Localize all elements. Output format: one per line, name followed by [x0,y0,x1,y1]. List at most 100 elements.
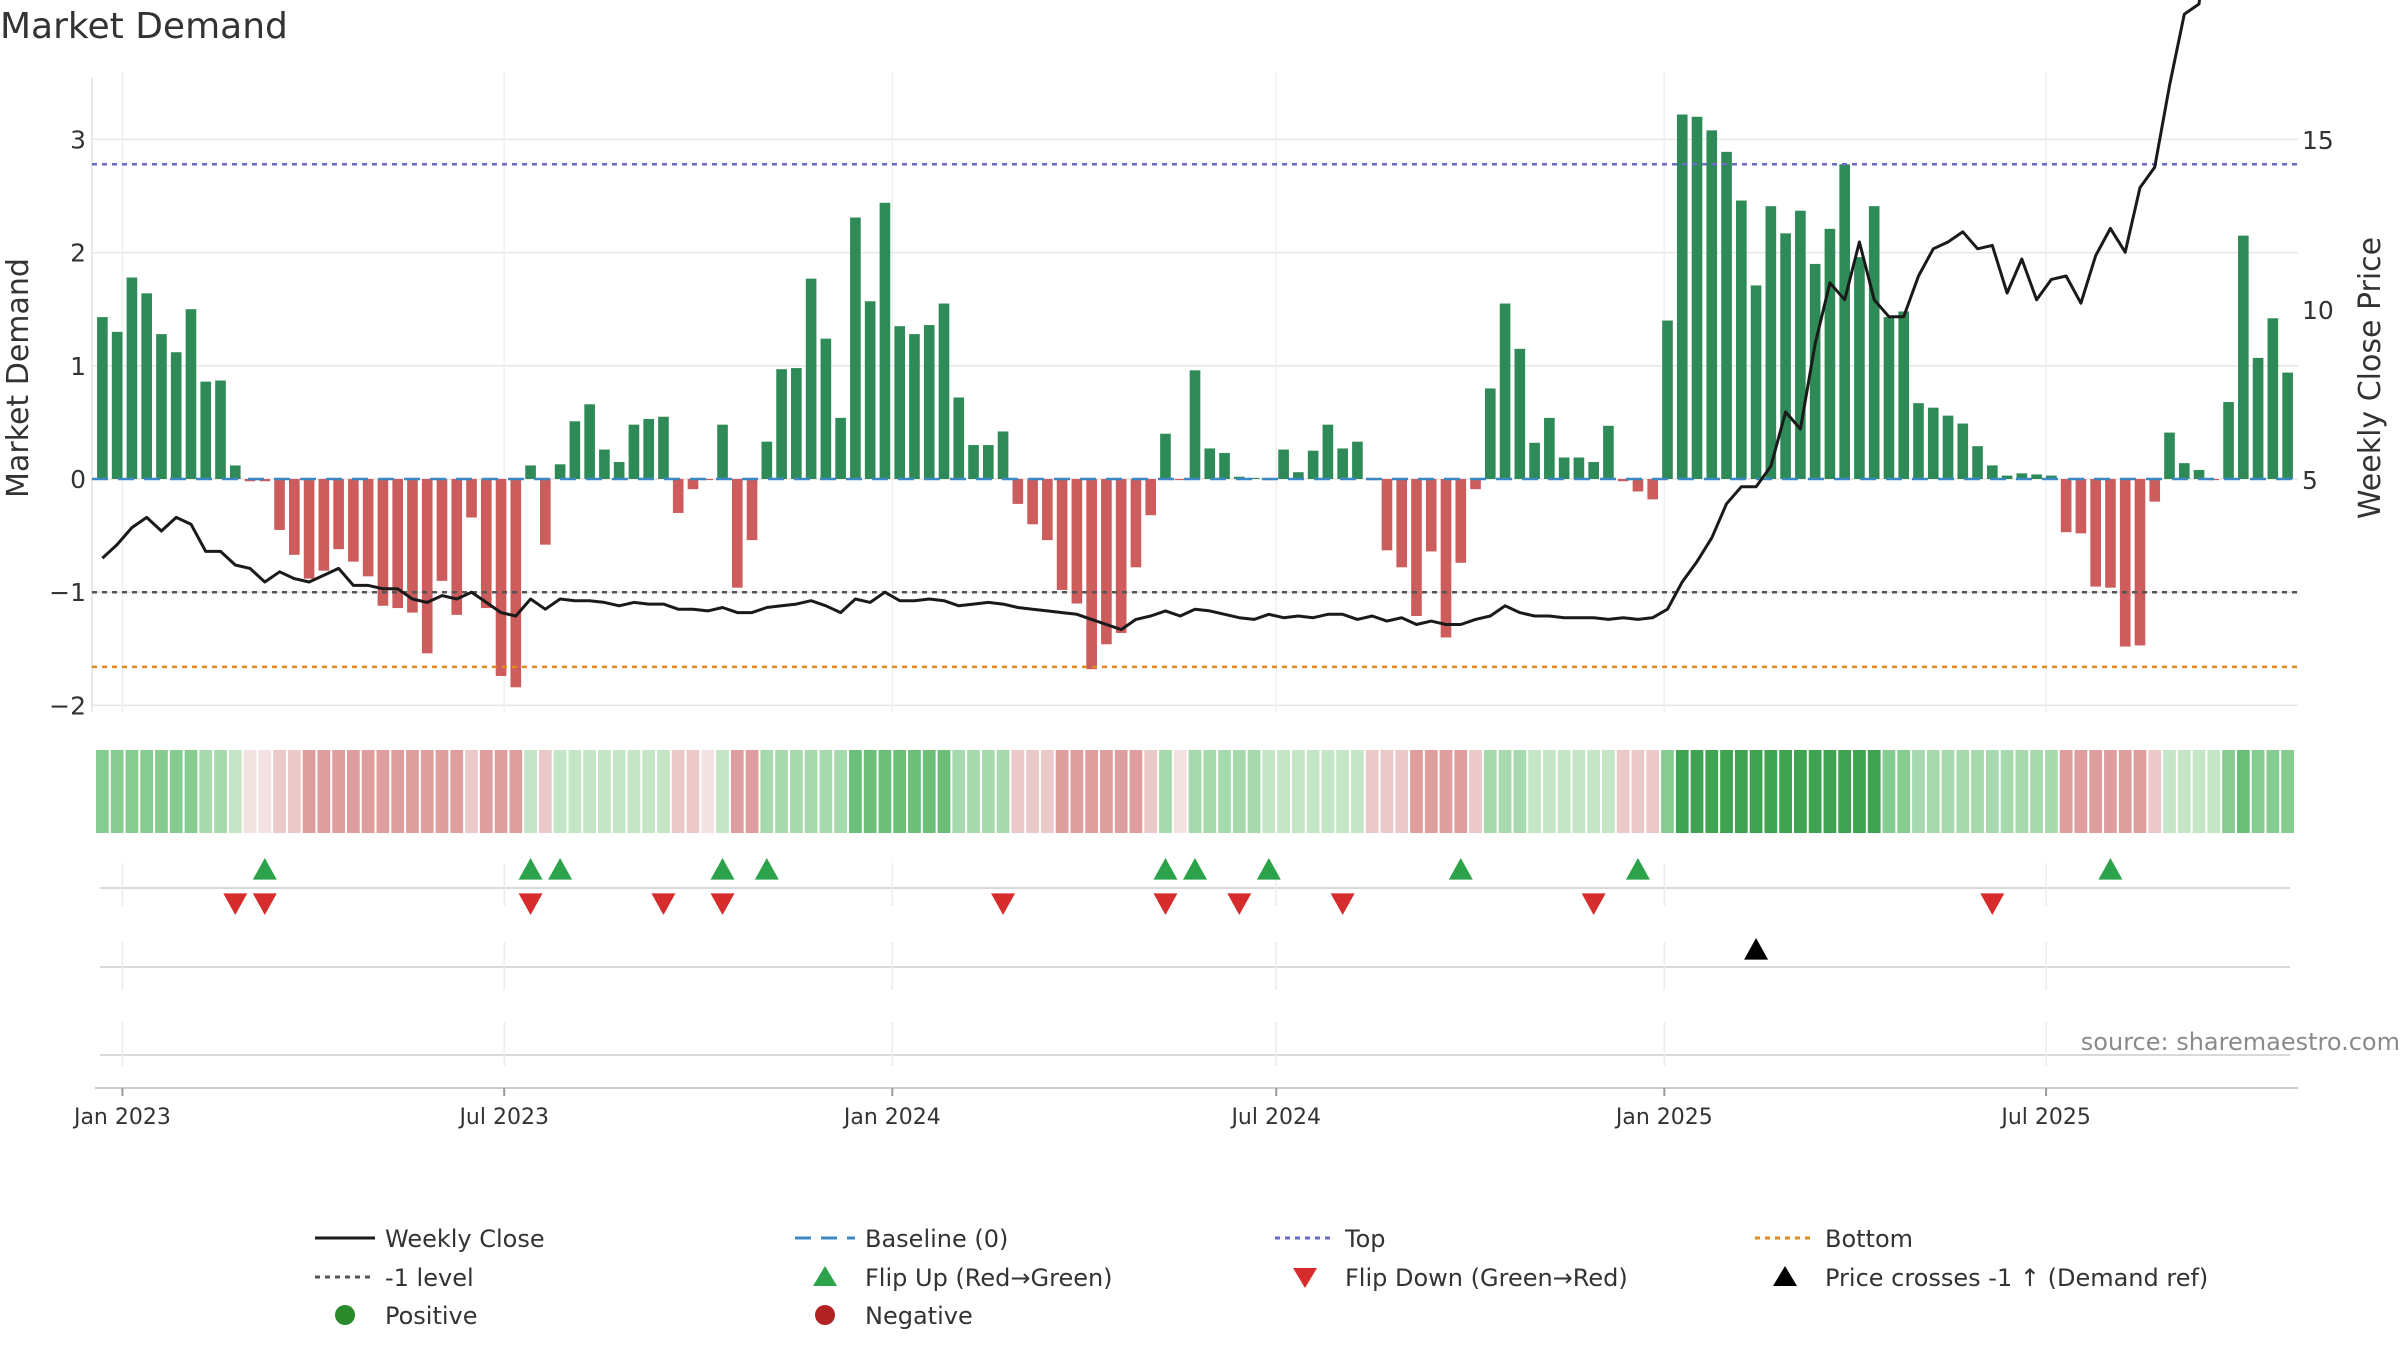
heatstrip-cell [1188,750,1202,833]
legend-swatch [1773,1266,1797,1286]
heatstrip-cell [2118,750,2132,833]
demand-bar [805,278,817,479]
heatstrip-cell [1144,750,1158,833]
heatstrip-cell [1011,750,1025,833]
demand-bar [1573,457,1585,479]
heatstrip-cell [420,750,434,833]
demand-bar [480,479,492,609]
demand-bar [2134,479,2146,646]
demand-bar [554,464,566,479]
demand-bar [1558,457,1570,479]
heatstrip-cell [1114,750,1128,833]
demand-bar [333,479,344,550]
demand-bar [2267,318,2279,479]
heatstrip-cell [1410,750,1423,833]
y2-tick-label: 15 [2302,126,2334,155]
demand-heatstrip [96,750,2294,833]
demand-bar [466,479,477,518]
demand-bar [1425,479,1437,552]
heatstrip-cell [1941,750,1955,833]
date-tick-label: Jul 2024 [1229,1105,1321,1130]
heatstrip-cell [465,750,478,833]
demand-bar [953,397,965,479]
heatstrip-cell [1129,750,1143,833]
heatstrip-cell [302,750,316,833]
legend-item-price-crosses: Price crosses -1 ↑ (Demand ref) [1773,1264,2208,1292]
heatstrip-cell [332,750,346,833]
demand-bar [864,301,876,479]
heatstrip-cell [1469,750,1482,833]
heatstrip-cell [893,750,907,833]
price-cross-marker [1744,938,1769,960]
legend-item-flip-up: Flip Up (Red→Green) [813,1264,1113,1292]
demand-bar [1174,479,1186,481]
heatstrip-cell [716,750,729,833]
heatstrip-cell [1602,750,1615,833]
heatstrip-cell [1439,750,1453,833]
y-tick-label: 1 [70,352,86,381]
heatstrip-cell [214,750,227,833]
heatstrip-cell [1218,750,1231,833]
demand-bar [1854,257,1865,479]
demand-bar [2060,479,2072,533]
flip-up-marker [1256,858,1281,880]
heatstrip-cell [1867,750,1881,833]
date-tick-label: Jul 2025 [1999,1105,2091,1130]
demand-bar [1780,233,1791,479]
heatstrip-cell [1070,750,1084,833]
demand-bar [776,369,787,479]
heatstrip-cell [1040,750,1054,833]
heatstrip-cell [1498,750,1512,833]
demand-bar [628,424,640,479]
heatstrip-cell [361,750,375,833]
heatstrip-cell [125,750,139,833]
flip-down-marker [223,893,248,915]
heatstrip-cell [1882,750,1896,833]
heatstrip-cell [1262,750,1276,833]
heatstrip-cell [1587,750,1601,833]
legend-swatch [813,1266,837,1286]
demand-bar [1735,200,1747,479]
demand-bar [2282,372,2293,479]
heatstrip-cell [642,750,656,833]
heatstrip-cell [1026,750,1039,833]
heatstrip-cell [2133,750,2147,833]
demand-bar [170,352,182,479]
demand-bar [1691,116,1703,479]
y2-axis-label: Weekly Close Price [2353,237,2388,519]
y-tick-label: 0 [70,465,86,494]
demand-bar [613,462,625,479]
date-axis: Jan 2023 Jul 2023 Jan 2024 Jul 2024 Jan 2025… [72,1087,2298,1130]
demand-bar [761,441,773,479]
date-tick-label: Jan 2024 [842,1105,941,1130]
legend-label: Positive [385,1302,478,1330]
heatstrip-cell [1808,750,1822,833]
demand-bar [451,479,463,615]
demand-bar [1987,465,1998,479]
demand-bar [1396,479,1408,568]
demand-bar [1765,206,1777,480]
demand-bar [1145,479,1157,516]
heatstrip-cell [2281,750,2294,833]
demand-bar [731,479,743,588]
heatstrip-cell [140,750,154,833]
heatstrip-cell [2222,750,2235,833]
demand-bar [510,479,522,688]
legend-label: Top [1344,1225,1386,1253]
flip-up-marker [518,858,543,880]
weekly-close-series [101,0,2202,632]
flip-down-marker [1330,893,1355,915]
legend: Weekly Close Baseline (0) Top Bottom -1 leve… [315,1225,2208,1330]
heatstrip-cell [1661,750,1674,833]
demand-bar [2075,479,2087,534]
demand-bar [1868,206,1880,480]
heatstrip-cell [317,750,331,833]
heatstrip-cell [1424,750,1438,833]
demand-bar [274,479,285,530]
heatstrip-cell [1513,750,1527,833]
legend-item-bottom: Bottom [1755,1225,1913,1253]
demand-bar [1042,479,1053,541]
heatstrip-cell [745,750,759,833]
flip-down-marker [252,893,277,915]
